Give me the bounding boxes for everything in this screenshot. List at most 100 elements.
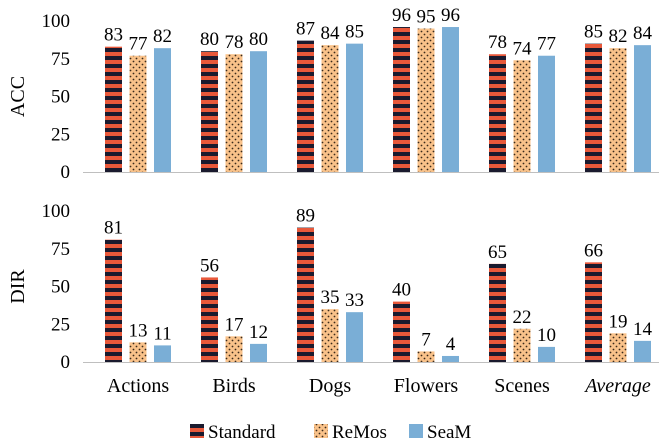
y-tick-label: 0 [61,162,71,183]
bar-remos [513,60,531,173]
y-tick-label: 0 [61,352,71,373]
data-label: 82 [153,26,172,47]
bar-standard [201,51,218,173]
y-tick-label: 100 [42,11,71,32]
bar-seam [154,345,171,362]
y-axis-title: DIR [7,269,29,304]
bar-seam [442,355,459,362]
bar-seam [154,48,171,172]
bar-remos [609,333,627,362]
data-label: 78 [488,32,507,53]
bar-seam [538,55,555,173]
legend-label-remos: ReMos [332,422,387,443]
y-tick-label: 100 [42,201,71,222]
bar-remos [225,54,243,172]
data-label: 80 [249,29,268,50]
bar-seam [346,312,363,362]
bar-remos [321,45,339,172]
y-tick-label: 75 [51,239,70,260]
bar-seam [538,346,555,362]
bar-standard [297,40,314,172]
category-axis: Actions Birds Dogs Flowers Scenes Average [107,375,651,397]
bar-standard [105,46,122,172]
bar-standard [393,301,410,362]
bar-seam [250,51,267,173]
data-label: 22 [513,307,532,328]
y-tick-label: 75 [51,49,70,70]
bar-seam [250,343,267,362]
data-label: 78 [225,32,244,53]
data-label: 35 [321,287,340,308]
data-label: 84 [321,23,341,44]
legend-swatch-remos [314,424,328,438]
legend-label-seam: SeaM [427,422,471,443]
data-label: 96 [392,5,411,26]
y-axis-title: ACC [7,76,29,117]
bar-standard [297,227,314,362]
data-label: 84 [633,23,653,44]
bar-remos [417,28,435,172]
category-label: Average [583,375,651,397]
bar-remos [321,309,339,362]
bar-seam [442,27,459,173]
bar-seam [346,43,363,173]
category-label: Scenes [494,375,550,397]
data-label: 4 [446,334,456,355]
data-label: 40 [392,280,411,301]
legend-swatch-standard [190,424,204,438]
y-tick-label: 25 [51,314,70,335]
data-label: 87 [296,19,315,40]
data-label: 13 [129,320,148,341]
data-label: 77 [537,34,556,55]
data-label: 56 [200,255,219,276]
legend-label-standard: Standard [208,422,276,443]
bar-remos [129,55,147,173]
data-label: 33 [345,290,364,311]
data-label: 77 [129,34,148,55]
data-label: 83 [104,25,123,46]
data-label: 10 [537,325,556,346]
data-label: 74 [513,38,533,59]
bar-seam [634,340,651,362]
bar-remos [513,328,531,362]
data-label: 66 [584,240,603,261]
bar-standard [201,277,218,362]
data-label: 85 [345,22,364,43]
data-label: 80 [200,29,219,50]
data-label: 17 [225,314,244,335]
data-label: 65 [488,242,507,263]
y-tick-label: 50 [51,87,70,108]
data-label: 82 [609,26,628,47]
data-label: 81 [104,218,123,239]
y-tick-label: 25 [51,124,70,145]
data-label: 19 [609,311,628,332]
bar-seam [634,45,651,172]
category-label: Birds [212,375,256,397]
y-tick-label: 50 [51,277,70,298]
data-label: 12 [249,322,268,343]
bar-remos [225,336,243,362]
bar-standard [585,262,602,362]
data-label: 7 [421,329,431,350]
bar-standard [489,263,506,362]
data-label: 85 [584,22,603,43]
data-label: 89 [296,206,315,227]
category-label: Flowers [394,375,459,397]
bar-standard [105,239,122,362]
legend: Standard ReMos SeaM [190,422,471,443]
bar-remos [129,342,147,362]
bar-standard [489,54,506,172]
bar-remos [417,351,435,362]
bar-standard [393,27,410,173]
data-label: 95 [417,7,436,28]
legend-swatch-seam [409,424,423,438]
data-label: 14 [633,319,653,340]
data-label: 11 [153,323,171,344]
bar-remos [609,48,627,172]
bar-standard [585,43,602,173]
data-label: 96 [441,5,460,26]
